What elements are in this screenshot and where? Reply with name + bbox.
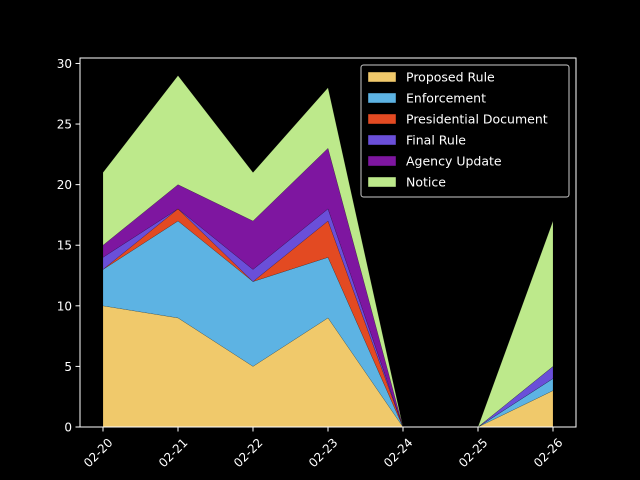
- y-tick-label: 30: [57, 57, 72, 71]
- y-tick-label: 25: [57, 118, 72, 132]
- legend-swatch-presidential-document: [367, 113, 397, 125]
- x-tick-label: 02-20: [81, 436, 116, 471]
- legend-label-notice: Notice: [406, 175, 446, 190]
- x-tick-label: 02-26: [531, 436, 566, 471]
- x-tick-label: 02-24: [381, 436, 416, 471]
- legend-label-proposed-rule: Proposed Rule: [406, 70, 495, 85]
- y-tick-label: 20: [57, 178, 72, 192]
- y-tick-label: 10: [57, 299, 72, 313]
- legend-swatch-enforcement: [367, 92, 397, 104]
- area-final-rule: [102, 208, 554, 428]
- x-tick-label: 02-22: [231, 436, 266, 471]
- legend: Proposed Rule Enforcement Presidential Doc…: [360, 64, 570, 198]
- x-axis-ticks: 02-20 02-21 02-22 02-23 02-24 02-25 02-26: [81, 427, 566, 471]
- y-tick-label: 0: [64, 421, 72, 435]
- area-layers: [102, 75, 554, 428]
- legend-swatch-agency-update: [367, 155, 397, 167]
- x-tick-label: 02-25: [456, 436, 491, 471]
- x-tick-label: 02-23: [306, 436, 341, 471]
- legend-box: [360, 64, 570, 198]
- legend-swatch-notice: [367, 176, 397, 188]
- x-tick-label: 02-21: [156, 436, 191, 471]
- y-tick-label: 5: [64, 360, 72, 374]
- area-notice: [102, 75, 554, 428]
- legend-swatch-proposed-rule: [367, 71, 397, 83]
- legend-swatch-final-rule: [367, 134, 397, 146]
- legend-label-enforcement: Enforcement: [406, 91, 486, 106]
- legend-label-agency-update: Agency Update: [406, 154, 502, 169]
- y-tick-label: 15: [57, 239, 72, 253]
- legend-label-final-rule: Final Rule: [406, 133, 466, 148]
- legend-label-presidential-document: Presidential Document: [406, 112, 548, 127]
- y-axis-ticks: 0 5 10 15 20 25 30: [57, 57, 80, 435]
